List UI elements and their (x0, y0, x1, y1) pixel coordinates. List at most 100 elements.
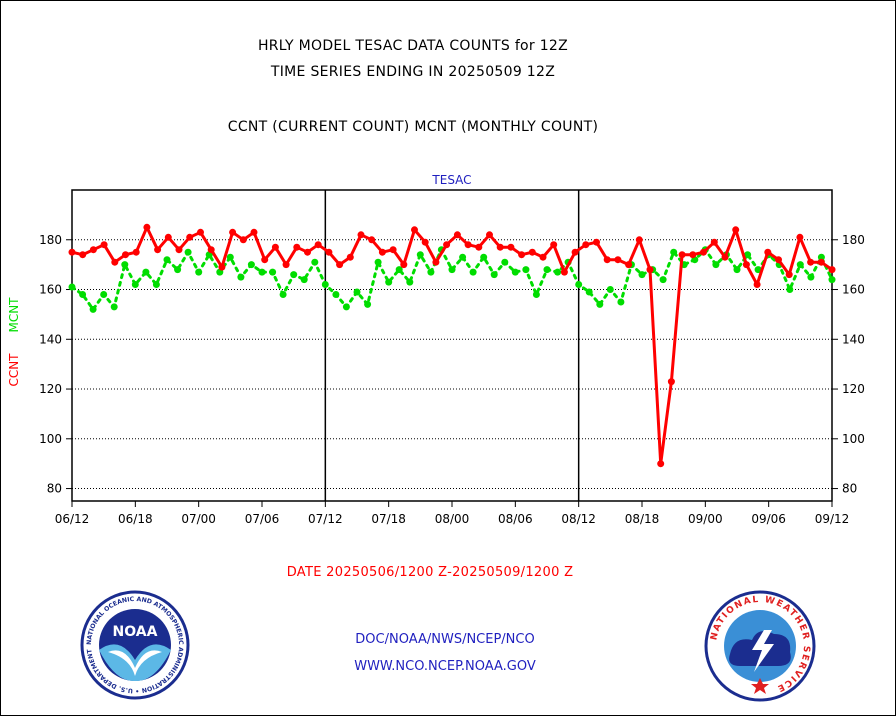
mcnt-point (121, 261, 129, 269)
y-tick-label-left: 180 (39, 233, 62, 247)
mcnt-point (174, 266, 182, 274)
y-tick-label-right: 100 (842, 432, 865, 446)
mcnt-point (406, 278, 414, 286)
mcnt-point (89, 305, 97, 313)
nws-logo: NATIONAL WEATHER SERVICE (704, 590, 816, 706)
ccnt-point (828, 266, 836, 274)
mcnt-point (501, 258, 509, 266)
plot-area (71, 189, 833, 502)
x-tick-label: 09/12 (815, 512, 850, 526)
ccnt-point (421, 238, 429, 246)
ccnt-point (689, 251, 697, 259)
ccnt-point (678, 251, 686, 259)
x-tick-label: 09/06 (751, 512, 786, 526)
ccnt-point (229, 228, 237, 236)
mcnt-point (258, 268, 266, 276)
mcnt-point (226, 253, 234, 261)
ccnt-point (132, 248, 140, 256)
x-tick-label: 07/00 (181, 512, 216, 526)
mcnt-point (131, 281, 139, 288)
mcnt-point (796, 261, 804, 269)
ccnt-point (411, 226, 418, 234)
ccnt-point (785, 271, 793, 279)
x-tick-label: 08/18 (625, 512, 660, 526)
ccnt-point (239, 236, 247, 244)
x-tick-label: 08/00 (435, 512, 470, 526)
mcnt-series-line (70, 248, 834, 311)
mcnt-point (364, 300, 372, 308)
ccnt-point (528, 248, 536, 256)
ccnt-point (304, 248, 311, 256)
ccnt-point (389, 246, 397, 254)
mcnt-point (786, 286, 794, 293)
mcnt-point (332, 291, 340, 298)
ccnt-point (496, 243, 504, 251)
mcnt-point (522, 266, 530, 274)
mcnt-point (511, 268, 519, 276)
ccnt-point (657, 460, 665, 468)
ccnt-point (282, 261, 290, 269)
ccnt-point (143, 223, 151, 231)
ccnt-point (250, 228, 258, 236)
mcnt-point (427, 268, 435, 276)
ccnt-point (186, 233, 194, 241)
mcnt-point (321, 281, 329, 288)
y-tick-label-right: 160 (842, 283, 865, 297)
website-link[interactable]: WWW.NCO.NCEP.NOAA.GOV (354, 659, 536, 674)
x-tick-label: 07/12 (308, 512, 343, 526)
ccnt-point (582, 241, 590, 249)
ccnt-point (464, 241, 472, 249)
ccnt-point (764, 248, 772, 256)
mcnt-point (279, 291, 287, 298)
mcnt-point (68, 283, 76, 291)
ccnt-point (207, 246, 215, 254)
ccnt-point (293, 243, 301, 251)
mcnt-point (807, 273, 815, 281)
y-tick-label-left: 160 (39, 283, 62, 297)
date-range: DATE 20250506/1200 Z-20250509/1200 Z (286, 565, 574, 580)
mcnt-point (311, 258, 319, 266)
ccnt-point (336, 261, 344, 269)
ccnt-point (560, 268, 568, 276)
mcnt-point (712, 261, 720, 269)
mcnt-point (596, 300, 604, 308)
ccnt-point (357, 231, 365, 239)
mcnt-point (754, 266, 762, 274)
x-tick-label: 08/12 (561, 512, 596, 526)
x-tick-label: 06/18 (118, 512, 153, 526)
ccnt-point (475, 243, 483, 251)
x-tick-label: 08/06 (498, 512, 533, 526)
y-tick-label-right: 180 (842, 233, 865, 247)
mcnt-point (395, 266, 403, 274)
mcnt-point (459, 253, 467, 261)
mcnt-point (342, 303, 350, 311)
ccnt-point (667, 378, 675, 386)
ccnt-point (603, 256, 611, 264)
ccnt-point (378, 248, 386, 256)
ccnt-point (68, 248, 76, 256)
panel-title: TESAC (431, 173, 471, 187)
ccnt-point (218, 263, 226, 271)
mcnt-point (659, 276, 667, 284)
ccnt-point (261, 256, 269, 264)
mcnt-point (290, 271, 298, 279)
mcnt-point (554, 268, 562, 276)
y-axis-label-mcnt: MCNT (7, 297, 21, 333)
mcnt-point (79, 291, 87, 298)
org-path-link[interactable]: DOC/NOAA/NWS/NCEP/NCO (355, 632, 535, 647)
mcnt-point (817, 253, 825, 261)
y-tick-label-left: 80 (47, 482, 62, 496)
mcnt-point (247, 261, 255, 269)
ccnt-point (175, 246, 183, 254)
ccnt-point (775, 256, 782, 264)
ccnt-point (700, 248, 707, 256)
y-tick-label-right: 120 (842, 382, 865, 396)
mcnt-point (744, 251, 752, 259)
ccnt-point (646, 266, 654, 274)
mcnt-point (195, 268, 203, 276)
ccnt-point (154, 246, 162, 254)
mcnt-point (385, 278, 393, 286)
ccnt-point (635, 236, 643, 244)
ccnt-point (453, 231, 461, 239)
ccnt-point (796, 233, 804, 241)
